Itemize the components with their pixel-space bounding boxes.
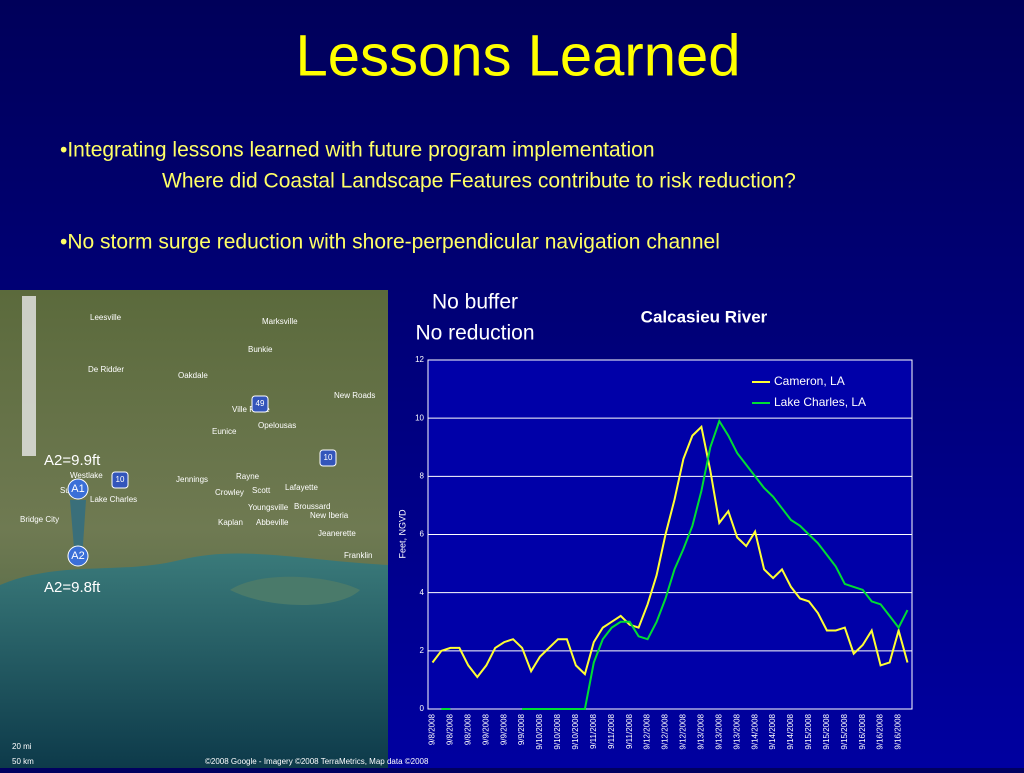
map-label: Jennings bbox=[176, 475, 208, 484]
map-label: Eunice bbox=[212, 427, 237, 436]
y-axis-label: Feet, NGVD bbox=[397, 509, 407, 559]
x-tick-label: 9/15/2008 bbox=[804, 713, 813, 749]
chart-title: Calcasieu River bbox=[641, 307, 768, 326]
y-tick-label: 2 bbox=[420, 646, 425, 655]
map-label: Kaplan bbox=[218, 518, 243, 527]
x-tick-label: 9/12/2008 bbox=[661, 713, 670, 749]
map-label: Scott bbox=[252, 486, 271, 495]
map-bay bbox=[230, 576, 360, 605]
map-label: Oakdale bbox=[178, 371, 208, 380]
highway-shield bbox=[319, 449, 337, 467]
sub-bullet: Where did Coastal Landscape Features con… bbox=[162, 170, 796, 193]
map-label: Bunkie bbox=[248, 345, 273, 354]
x-tick-label: 9/14/2008 bbox=[750, 713, 759, 749]
callout: A2=9.8ft bbox=[44, 579, 101, 596]
map-label: Lafayette bbox=[285, 483, 318, 492]
y-tick-label: 8 bbox=[420, 471, 425, 480]
x-tick-label: 9/9/2008 bbox=[481, 713, 490, 745]
map-label: Westlake bbox=[70, 471, 103, 480]
annotation: No reduction bbox=[415, 322, 534, 345]
x-tick-label: 9/11/2008 bbox=[625, 713, 634, 749]
map-channel bbox=[70, 500, 86, 560]
copyright: ©2008 Google - Imagery ©2008 TerraMetric… bbox=[205, 757, 429, 766]
legend-label: Cameron, LA bbox=[774, 374, 845, 388]
highway-number: 10 bbox=[116, 475, 125, 484]
annotation: No buffer bbox=[432, 291, 518, 314]
marker-label: A2 bbox=[71, 550, 84, 562]
x-tick-label: 9/12/2008 bbox=[643, 713, 652, 749]
map-label: Abbeville bbox=[256, 518, 289, 527]
x-tick-label: 9/10/2008 bbox=[535, 713, 544, 749]
x-tick-label: 9/9/2008 bbox=[499, 713, 508, 745]
map-label: New Roads bbox=[334, 391, 375, 400]
map-marker[interactable] bbox=[67, 478, 89, 500]
callout: A2=9.9ft bbox=[44, 452, 101, 469]
zoom-control[interactable] bbox=[22, 296, 36, 456]
x-tick-label: 9/10/2008 bbox=[571, 713, 580, 749]
y-tick-label: 0 bbox=[420, 704, 425, 713]
x-tick-label: 9/8/2008 bbox=[428, 713, 437, 745]
map-label: Bridge City bbox=[20, 515, 59, 524]
highway-shield bbox=[111, 471, 129, 489]
map-marker[interactable] bbox=[67, 545, 89, 567]
x-tick-label: 9/16/2008 bbox=[876, 713, 885, 749]
map-label: Ville Platte bbox=[232, 405, 270, 414]
bullet: •No storm surge reduction with shore-per… bbox=[60, 231, 720, 254]
highway-number: 49 bbox=[256, 399, 265, 408]
x-tick-label: 9/13/2008 bbox=[714, 713, 723, 749]
x-tick-label: 9/15/2008 bbox=[840, 713, 849, 749]
marker-label: A1 bbox=[71, 483, 84, 495]
x-tick-label: 9/8/2008 bbox=[463, 713, 472, 745]
map-label: Rayne bbox=[236, 472, 260, 481]
x-tick-label: 9/15/2008 bbox=[822, 713, 831, 749]
map-label: De Ridder bbox=[88, 365, 124, 374]
x-tick-label: 9/13/2008 bbox=[732, 713, 741, 749]
y-tick-label: 12 bbox=[415, 355, 424, 364]
x-tick-label: 9/14/2008 bbox=[786, 713, 795, 749]
x-tick-label: 9/16/2008 bbox=[894, 713, 903, 749]
map-label: Leesville bbox=[90, 313, 122, 322]
highway-number: 10 bbox=[324, 453, 333, 462]
x-tick-label: 9/8/2008 bbox=[446, 713, 455, 745]
map-label: Broussard bbox=[294, 502, 330, 511]
map-label: Franklin bbox=[344, 551, 372, 560]
map-label: Youngsville bbox=[248, 503, 289, 512]
map-label: Crowley bbox=[215, 488, 244, 497]
scale-label: 50 km bbox=[12, 757, 34, 766]
x-tick-label: 9/9/2008 bbox=[517, 713, 526, 745]
map-label: Opelousas bbox=[258, 421, 296, 430]
scale-label: 20 mi bbox=[12, 742, 32, 751]
map-sea bbox=[0, 553, 388, 768]
x-tick-label: 9/11/2008 bbox=[607, 713, 616, 749]
x-tick-label: 9/11/2008 bbox=[589, 713, 598, 749]
map-label: Marksville bbox=[262, 317, 298, 326]
x-tick-label: 9/16/2008 bbox=[858, 713, 867, 749]
x-tick-label: 9/14/2008 bbox=[768, 713, 777, 749]
bullet: •Integrating lessons learned with future… bbox=[60, 139, 655, 162]
map bbox=[0, 290, 388, 768]
y-tick-label: 10 bbox=[415, 413, 424, 422]
x-tick-label: 9/10/2008 bbox=[553, 713, 562, 749]
legend-label: Lake Charles, LA bbox=[774, 395, 866, 409]
highway-shield bbox=[251, 395, 269, 413]
map-label: Lake Charles bbox=[90, 495, 137, 504]
x-tick-label: 9/12/2008 bbox=[679, 713, 688, 749]
series-line bbox=[431, 424, 909, 679]
x-tick-label: 9/13/2008 bbox=[696, 713, 705, 749]
y-tick-label: 4 bbox=[420, 588, 425, 597]
y-tick-label: 6 bbox=[420, 530, 425, 539]
series-line bbox=[441, 418, 909, 710]
slide-title: Lessons Learned bbox=[296, 23, 741, 88]
map-label: New Iberia bbox=[310, 511, 349, 520]
map-label: Jeanerette bbox=[318, 529, 356, 538]
